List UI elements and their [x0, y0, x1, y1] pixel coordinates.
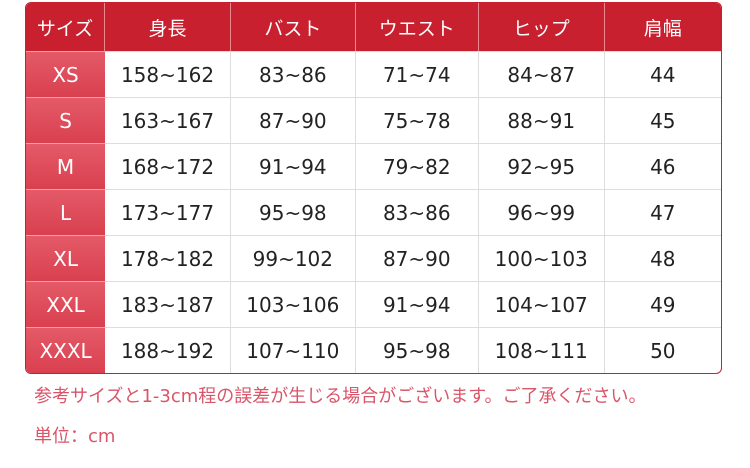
column-header: ヒップ: [478, 3, 605, 51]
table-cell: 188~192: [105, 327, 231, 373]
table-cell: 79~82: [355, 143, 479, 189]
header-row: サイズ 身長 バスト ウエスト ヒップ 肩幅: [26, 3, 721, 51]
table-cell: 95~98: [230, 189, 356, 235]
size-label: XS: [26, 51, 106, 97]
column-header: ウエスト: [355, 3, 479, 51]
table-cell: 45: [604, 97, 721, 143]
size-label: L: [26, 189, 106, 235]
table-cell: 107~110: [230, 327, 356, 373]
table-cell: 92~95: [478, 143, 605, 189]
table-cell: 75~78: [355, 97, 479, 143]
table-cell: 163~167: [105, 97, 231, 143]
table-cell: 49: [604, 281, 721, 327]
table-cell: 168~172: [105, 143, 231, 189]
size-label: XXXL: [26, 327, 106, 373]
table-cell: 173~177: [105, 189, 231, 235]
size-label: M: [26, 143, 106, 189]
unit-label: 単位：cm: [34, 426, 116, 447]
table-cell: 44: [604, 51, 721, 97]
table-row: L 173~177 95~98 83~86 96~99 47: [26, 189, 721, 235]
table-cell: 83~86: [355, 189, 479, 235]
table-cell: 84~87: [478, 51, 605, 97]
table-cell: 91~94: [230, 143, 356, 189]
table-row: XL 178~182 99~102 87~90 100~103 48: [26, 235, 721, 281]
table-row: S 163~167 87~90 75~78 88~91 45: [26, 97, 721, 143]
table-cell: 96~99: [478, 189, 605, 235]
column-header: 身長: [105, 3, 231, 51]
table-cell: 87~90: [355, 235, 479, 281]
table-row: XS 158~162 83~86 71~74 84~87 44: [26, 51, 721, 97]
size-label: XL: [26, 235, 106, 281]
table-cell: 178~182: [105, 235, 231, 281]
table-cell: 50: [604, 327, 721, 373]
table-cell: 91~94: [355, 281, 479, 327]
table-cell: 46: [604, 143, 721, 189]
table-row: XXXL 188~192 107~110 95~98 108~111 50: [26, 327, 721, 373]
table-cell: 104~107: [478, 281, 605, 327]
table-cell: 95~98: [355, 327, 479, 373]
column-header: バスト: [230, 3, 356, 51]
table-cell: 47: [604, 189, 721, 235]
table-cell: 83~86: [230, 51, 356, 97]
column-header: サイズ: [26, 3, 106, 51]
table-cell: 103~106: [230, 281, 356, 327]
table-cell: 48: [604, 235, 721, 281]
table-row: M 168~172 91~94 79~82 92~95 46: [26, 143, 721, 189]
size-label: S: [26, 97, 106, 143]
table-cell: 71~74: [355, 51, 479, 97]
size-note: 参考サイズと1-3cm程の誤差が生じる場合がございます。ご了承ください。: [34, 386, 647, 407]
table-cell: 183~187: [105, 281, 231, 327]
table-cell: 88~91: [478, 97, 605, 143]
size-chart-table: サイズ 身長 バスト ウエスト ヒップ 肩幅 XS 158~162 83~86 71~74 84~…: [25, 2, 722, 374]
column-header: 肩幅: [604, 3, 721, 51]
table-cell: 158~162: [105, 51, 231, 97]
table-row: XXL 183~187 103~106 91~94 104~107 49: [26, 281, 721, 327]
table-cell: 87~90: [230, 97, 356, 143]
table-cell: 108~111: [478, 327, 605, 373]
table-cell: 99~102: [230, 235, 356, 281]
table-cell: 100~103: [478, 235, 605, 281]
size-label: XXL: [26, 281, 106, 327]
